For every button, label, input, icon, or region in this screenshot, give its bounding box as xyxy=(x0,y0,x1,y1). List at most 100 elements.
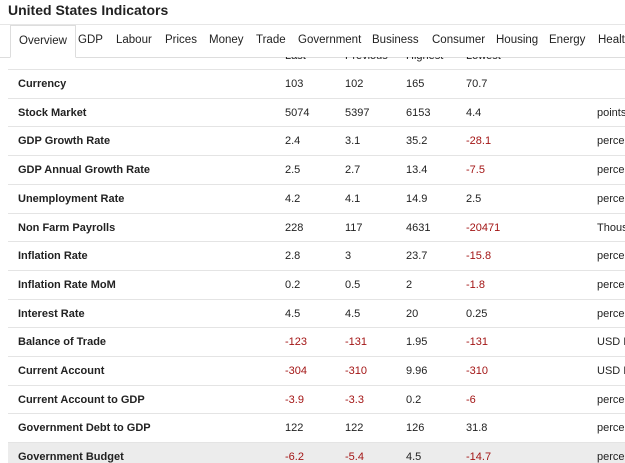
value-cell: 2 xyxy=(406,278,413,291)
indicator-name: Stock Market xyxy=(18,106,87,119)
tab[interactable]: Overview xyxy=(10,25,76,58)
table-row[interactable]: Stock Market 5074 5397 6153 4.4 points xyxy=(8,97,625,127)
indicator-name: Unemployment Rate xyxy=(18,192,125,205)
value-cell: -14.7 xyxy=(466,451,492,463)
value-cell: 122 xyxy=(345,422,364,435)
column-header: Lowest xyxy=(466,57,501,62)
table-row[interactable]: Current Account -304 -310 9.96 -310 USD I xyxy=(8,356,625,385)
value-cell: 3 xyxy=(345,250,352,263)
value-cell: 4.5 xyxy=(345,307,361,320)
table-row[interactable]: Unemployment Rate 4.2 4.1 14.9 2.5 perce xyxy=(8,183,625,213)
value-cell: 31.8 xyxy=(466,422,488,435)
indicator-name: Balance of Trade xyxy=(18,336,107,349)
indicators-table: Last Previous Highest Lowest Currency 103 102 1… xyxy=(8,57,625,463)
unit-cell: perce xyxy=(597,422,625,435)
indicator-name: Interest Rate xyxy=(18,307,85,320)
value-cell: 13.4 xyxy=(406,164,428,177)
value-cell: 0.5 xyxy=(345,278,361,291)
tab[interactable]: Trade xyxy=(256,34,286,46)
value-cell: -15.8 xyxy=(466,250,492,263)
table-row[interactable]: Interest Rate 4.5 4.5 20 0.25 perce xyxy=(8,298,625,328)
indicator-name: Non Farm Payrolls xyxy=(18,221,116,234)
tab[interactable]: Energy xyxy=(549,34,586,46)
indicator-name: GDP Growth Rate xyxy=(18,135,111,148)
table-row[interactable]: Government Debt to GDP 122 122 126 31.8 perce xyxy=(8,413,625,442)
value-cell: 2.5 xyxy=(285,164,301,177)
value-cell: -3.3 xyxy=(345,393,364,406)
tab[interactable]: Healt xyxy=(598,34,625,46)
unit-cell: USD I xyxy=(597,336,625,349)
value-cell: 0.25 xyxy=(466,307,488,320)
value-cell: 14.9 xyxy=(406,192,428,205)
value-cell: 2.5 xyxy=(466,192,482,205)
tab[interactable]: GDP xyxy=(78,34,103,46)
indicator-name: Inflation Rate xyxy=(18,250,88,263)
value-cell: 2.7 xyxy=(345,164,361,177)
value-cell: 70.7 xyxy=(466,78,488,90)
value-cell: 165 xyxy=(406,78,425,90)
tab[interactable]: Prices xyxy=(165,34,197,46)
value-cell: -20471 xyxy=(466,221,501,234)
unit-cell: perce xyxy=(597,250,625,263)
value-cell: 0.2 xyxy=(285,278,301,291)
value-cell: -5.4 xyxy=(345,451,364,463)
value-cell: -3.9 xyxy=(285,393,304,406)
tab[interactable]: Money xyxy=(209,34,244,46)
value-cell: 23.7 xyxy=(406,250,428,263)
indicator-name: Current Account to GDP xyxy=(18,393,145,406)
tab[interactable]: Consumer xyxy=(432,34,486,46)
table-row[interactable]: GDP Annual Growth Rate 2.5 2.7 13.4 -7.5 perc… xyxy=(8,155,625,184)
value-cell: -304 xyxy=(285,365,308,377)
value-cell: 4.5 xyxy=(406,451,422,463)
column-header: Last xyxy=(285,57,306,62)
value-cell: -1.8 xyxy=(466,278,485,291)
tab[interactable]: Business xyxy=(372,34,419,46)
table-row[interactable]: Balance of Trade -123 -131 1.95 -131 USD I xyxy=(8,327,625,356)
value-cell: 122 xyxy=(285,422,304,435)
table-row[interactable]: Inflation Rate MoM 0.2 0.5 2 -1.8 perce xyxy=(8,269,625,299)
value-cell: 20 xyxy=(406,307,419,320)
unit-cell: perce xyxy=(597,307,625,320)
table-row[interactable]: Government Budget -6.2 -5.4 4.5 -14.7 perce xyxy=(8,442,625,463)
value-cell: 4.4 xyxy=(466,106,482,119)
value-cell: 5074 xyxy=(285,106,310,119)
value-cell: 126 xyxy=(406,422,425,435)
unit-cell: points xyxy=(597,106,625,119)
unit-cell: perce xyxy=(597,164,625,177)
value-cell: 228 xyxy=(285,221,304,234)
indicator-name: Currency xyxy=(18,78,67,90)
indicator-name: GDP Annual Growth Rate xyxy=(18,164,151,177)
value-cell: -131 xyxy=(345,336,368,349)
table-row[interactable]: GDP Growth Rate 2.4 3.1 35.2 -28.1 perce xyxy=(8,126,625,155)
table-row[interactable]: Current Account to GDP -3.9 -3.3 0.2 -6 perce xyxy=(8,384,625,414)
value-cell: -131 xyxy=(466,336,489,349)
value-cell: 1.95 xyxy=(406,336,428,349)
unit-cell: perce xyxy=(597,278,625,291)
value-cell: 6153 xyxy=(406,106,431,119)
tab[interactable]: Labour xyxy=(116,34,152,46)
unit-cell: USD I xyxy=(597,365,625,377)
unit-cell: perce xyxy=(597,192,625,205)
value-cell: 9.96 xyxy=(406,365,428,377)
table-row[interactable]: Currency 103 102 165 70.7 xyxy=(8,69,625,98)
tab-bar: Overview GDP Labour Prices Money Trade Governm… xyxy=(0,24,625,58)
table-row[interactable]: Non Farm Payrolls 228 117 4631 -20471 Thous xyxy=(8,212,625,242)
table-row[interactable]: Inflation Rate 2.8 3 23.7 -15.8 perce xyxy=(8,241,625,270)
value-cell: -310 xyxy=(466,365,489,377)
indicator-name: Government Debt to GDP xyxy=(18,422,151,435)
value-cell: 103 xyxy=(285,78,304,90)
value-cell: 35.2 xyxy=(406,135,428,148)
value-cell: 4.5 xyxy=(285,307,301,320)
value-cell: 2.8 xyxy=(285,250,301,263)
value-cell: -6.2 xyxy=(285,451,304,463)
page-title: United States Indicators xyxy=(8,2,169,18)
tab[interactable]: Government xyxy=(298,34,362,46)
value-cell: 117 xyxy=(345,221,363,234)
value-cell: -7.5 xyxy=(466,164,485,177)
unit-cell: perce xyxy=(597,393,625,406)
tab[interactable]: Housing xyxy=(496,34,539,46)
value-cell: 102 xyxy=(345,78,364,90)
unit-cell: Thous xyxy=(597,221,625,234)
value-cell: 5397 xyxy=(345,106,370,119)
